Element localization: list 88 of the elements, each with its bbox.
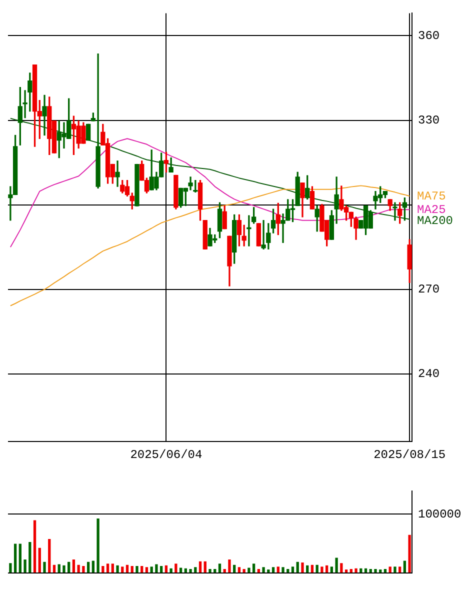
bar — [379, 570, 382, 573]
bar — [330, 566, 334, 573]
bar — [350, 568, 352, 573]
bar — [130, 566, 134, 573]
bar — [24, 560, 26, 573]
bar — [282, 567, 284, 573]
bar — [369, 568, 372, 573]
bar — [68, 562, 70, 573]
bar — [394, 566, 396, 573]
bar — [208, 568, 212, 573]
bar — [374, 568, 377, 573]
bar — [38, 548, 41, 573]
bar — [86, 562, 90, 573]
bar — [48, 539, 51, 573]
bar — [340, 563, 343, 573]
bar — [116, 565, 119, 573]
bar — [301, 562, 304, 573]
bar — [136, 566, 138, 573]
bar — [344, 570, 348, 573]
bar — [310, 564, 314, 573]
bar — [214, 568, 216, 573]
y-tick-label: 270 — [418, 282, 440, 297]
bar — [204, 561, 206, 573]
bar — [58, 564, 60, 573]
bar — [72, 560, 76, 573]
bar — [388, 566, 392, 573]
bar — [316, 564, 318, 573]
bar — [242, 568, 246, 573]
bar — [82, 566, 85, 573]
bar — [18, 544, 22, 573]
bar — [276, 566, 280, 573]
bar — [384, 568, 387, 573]
bar — [272, 567, 275, 573]
bar — [126, 564, 129, 573]
bar — [194, 567, 197, 573]
bar — [170, 568, 172, 573]
bar — [198, 561, 202, 573]
bar — [238, 567, 241, 573]
bar — [403, 560, 406, 573]
y-tick-label: 330 — [418, 113, 440, 128]
bar — [121, 566, 124, 573]
bar — [155, 564, 158, 573]
bar — [92, 560, 95, 573]
bar — [9, 563, 12, 573]
bar — [52, 564, 56, 573]
bar — [262, 567, 265, 573]
bar — [320, 566, 324, 573]
y-tick-label: 100000 — [418, 507, 462, 522]
bar — [33, 520, 36, 573]
bar — [335, 558, 338, 573]
bar — [14, 544, 17, 573]
bar — [150, 566, 153, 573]
bar — [291, 566, 294, 573]
bar — [325, 565, 328, 573]
candlestick — [115, 160, 120, 187]
bar — [160, 566, 163, 573]
bar — [140, 566, 144, 573]
y-tick-label: 240 — [418, 367, 440, 382]
bar — [62, 565, 66, 573]
bar — [43, 562, 46, 573]
bar — [218, 564, 222, 573]
bar — [77, 564, 80, 573]
bar — [111, 564, 114, 573]
bar — [296, 562, 299, 573]
y-tick-label: 360 — [418, 28, 440, 43]
bar — [398, 566, 402, 573]
bar — [28, 542, 32, 573]
bar — [96, 518, 100, 573]
bar — [248, 568, 250, 573]
bar — [228, 560, 231, 573]
bar — [233, 564, 236, 573]
bar — [267, 570, 270, 573]
bar — [106, 564, 110, 573]
bar — [174, 564, 178, 573]
series-label: MA75 — [417, 189, 446, 204]
x-tick-label: 2025/08/15 — [374, 448, 446, 462]
bar — [102, 566, 104, 573]
bar — [286, 568, 290, 573]
x-tick-label: 2025/06/04 — [130, 448, 202, 462]
bar — [257, 568, 260, 573]
bar — [354, 568, 358, 573]
bar — [408, 534, 411, 573]
bar — [223, 568, 226, 573]
bar — [306, 565, 309, 573]
bar — [189, 568, 192, 573]
bar — [252, 564, 256, 573]
bar — [145, 567, 148, 573]
bar — [164, 565, 168, 573]
